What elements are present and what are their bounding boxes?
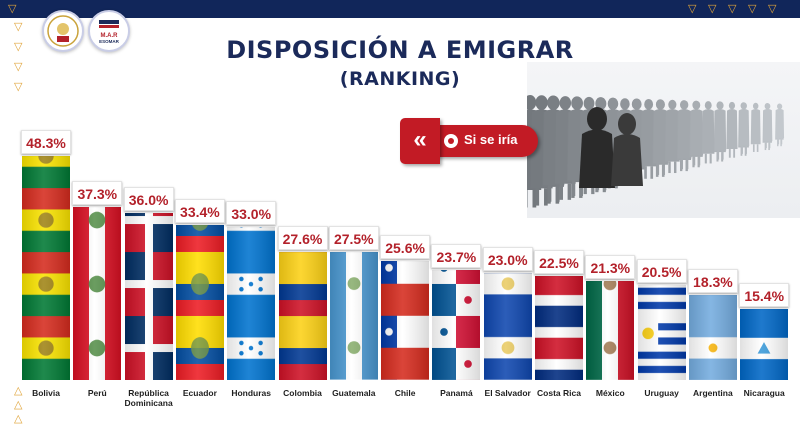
- value-label: 25.6%: [380, 235, 431, 260]
- bar: [22, 155, 70, 380]
- chile-flag: [381, 261, 430, 380]
- bolivia-flag: [22, 155, 70, 380]
- value-label: 20.5%: [636, 258, 687, 283]
- el-salvador-flag: [483, 273, 532, 380]
- legend-label: Si se iría: [464, 132, 518, 147]
- nicaragua-flag: [740, 308, 789, 380]
- bar: [535, 275, 583, 380]
- guatemala-flag: [329, 252, 378, 380]
- mexico-flag: [586, 281, 635, 380]
- bar: [586, 281, 635, 380]
- legend: Si se iría «: [400, 118, 538, 164]
- category-label: Ecuador: [182, 388, 217, 398]
- value-label: 21.3%: [585, 255, 636, 280]
- peru-flag: [73, 206, 122, 380]
- category-label: Perú: [87, 388, 107, 398]
- category-label: El Salvador: [484, 388, 531, 398]
- value-label: 27.6%: [277, 225, 328, 250]
- seal-logo: [42, 10, 84, 52]
- honduras-flag: [227, 226, 276, 380]
- category-label: Costa Rica: [537, 388, 581, 398]
- top-bar: ▽ ▽ ▽ ▽ ▽ ▽: [0, 0, 800, 18]
- triangle-icon: △: [14, 399, 23, 411]
- triangle-icon: ▽: [14, 81, 23, 93]
- value-label: 22.5%: [534, 249, 584, 274]
- bar: [637, 284, 686, 380]
- crowd-illustration: [518, 62, 800, 218]
- category-label: Honduras: [231, 388, 272, 398]
- bar: [688, 295, 737, 380]
- triangle-icon: ▽: [14, 41, 23, 53]
- value-label: 27.5%: [328, 226, 379, 251]
- colombia-flag: [278, 251, 327, 380]
- category-label: Guatemala: [332, 388, 376, 398]
- value-label: 48.3%: [21, 129, 71, 154]
- value-label: 23.0%: [482, 247, 533, 272]
- uruguay-flag: [637, 284, 686, 380]
- triangle-icon: ▽: [708, 3, 717, 15]
- dominican-republic-flag: [124, 212, 173, 380]
- svg-text:ESOMAR: ESOMAR: [99, 39, 120, 44]
- triangle-icon: ▽: [768, 3, 777, 15]
- legend-marker-icon: [444, 134, 458, 148]
- costa-rica-flag: [535, 275, 583, 380]
- bar: [381, 261, 430, 380]
- triangle-icon: ▽: [748, 3, 757, 15]
- value-label: 18.3%: [687, 269, 738, 294]
- bar: [227, 226, 276, 380]
- svg-text:M.A.R: M.A.R: [101, 33, 119, 39]
- triangle-icon: ▽: [14, 21, 23, 33]
- category-label: Argentina: [693, 388, 733, 398]
- category-label: México: [595, 388, 625, 398]
- chevron-left-icon: «: [400, 118, 440, 164]
- bar: [432, 270, 481, 380]
- bar: [740, 308, 789, 380]
- bar: [278, 251, 327, 380]
- chart-title: DISPOSICIÓN A EMIGRAR: [226, 36, 574, 64]
- bar: [483, 273, 532, 380]
- category-label: Nicaragua: [743, 388, 785, 398]
- value-label: 37.3%: [72, 180, 123, 205]
- triangle-icon: ▽: [14, 61, 23, 73]
- bar: [329, 252, 378, 380]
- value-label: 33.0%: [226, 200, 277, 225]
- triangle-icon: ▽: [728, 3, 737, 15]
- value-label: 36.0%: [123, 186, 174, 211]
- category-label: Uruguay: [644, 388, 679, 398]
- triangle-icon: ▽: [8, 3, 17, 15]
- category-label: Colombia: [283, 388, 322, 398]
- chart-subtitle: (RANKING): [339, 68, 461, 90]
- triangle-icon: △: [14, 413, 23, 425]
- category-label: Panamá: [440, 388, 473, 398]
- bar: [124, 212, 173, 380]
- argentina-flag: [688, 295, 737, 380]
- category-label: Chile: [394, 388, 416, 398]
- value-label: 15.4%: [739, 282, 790, 307]
- panama-flag: [432, 270, 481, 380]
- legend-pill: Si se iría: [434, 125, 538, 157]
- value-label: 23.7%: [431, 244, 482, 269]
- triangle-icon: △: [14, 385, 23, 397]
- mar-logo: M.A.R ESOMAR: [88, 10, 130, 52]
- ecuador-flag: [175, 225, 224, 380]
- bar: [73, 206, 122, 380]
- category-label: Bolivia: [32, 388, 60, 398]
- value-label: 33.4%: [174, 199, 225, 224]
- bar: [175, 225, 224, 380]
- category-label: República Dominicana: [124, 388, 173, 408]
- triangle-icon: ▽: [688, 3, 697, 15]
